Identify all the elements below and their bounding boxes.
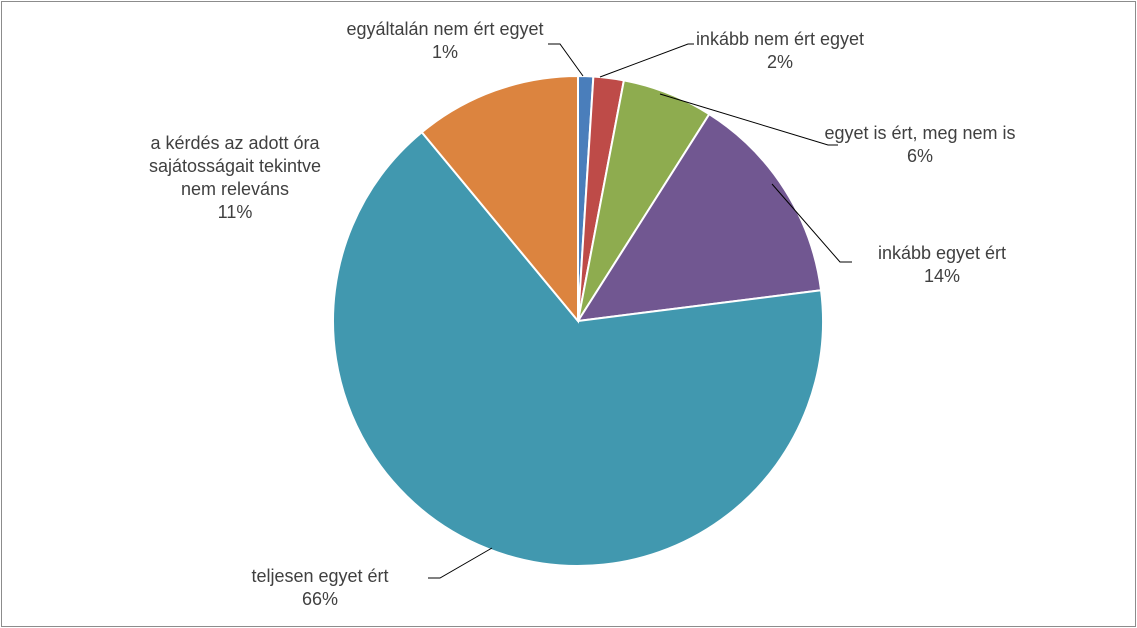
percent-label: 6% [906, 146, 933, 166]
leader-lines [428, 43, 852, 579]
percent-label: 2% [766, 52, 793, 72]
pie-slice [420, 74, 579, 324]
category-label: a kérdés az adott óra sajátosságait teki… [148, 133, 322, 199]
category-label: egyáltalán nem ért egyet [346, 19, 544, 39]
leader-line [771, 183, 852, 263]
slices [332, 74, 824, 567]
leader-line [548, 43, 584, 77]
pie-slice [576, 112, 823, 323]
leader-line [659, 93, 838, 146]
leader-line [428, 547, 493, 579]
percent-label: 1% [431, 42, 458, 62]
data-label: egyet is ért, meg nem is 6% [820, 122, 1020, 168]
data-label: teljesen egyet ért 66% [200, 565, 440, 611]
category-label: teljesen egyet ért [251, 566, 389, 586]
percent-label: 11% [217, 202, 253, 222]
data-label: inkább egyet ért 14% [842, 242, 1042, 288]
percent-label: 14% [923, 266, 961, 286]
data-label: a kérdés az adott óra sajátosságait teki… [145, 132, 325, 224]
percent-label: 66% [301, 589, 339, 609]
category-label: inkább egyet ért [877, 243, 1007, 263]
category-label: inkább nem ért egyet [695, 29, 865, 49]
leader-line [599, 43, 694, 78]
pie-slice [332, 130, 824, 567]
category-label: egyet is ért, meg nem is [824, 123, 1016, 143]
data-label: inkább nem ért egyet 2% [690, 28, 870, 74]
data-label: egyáltalán nem ért egyet 1% [330, 18, 560, 64]
